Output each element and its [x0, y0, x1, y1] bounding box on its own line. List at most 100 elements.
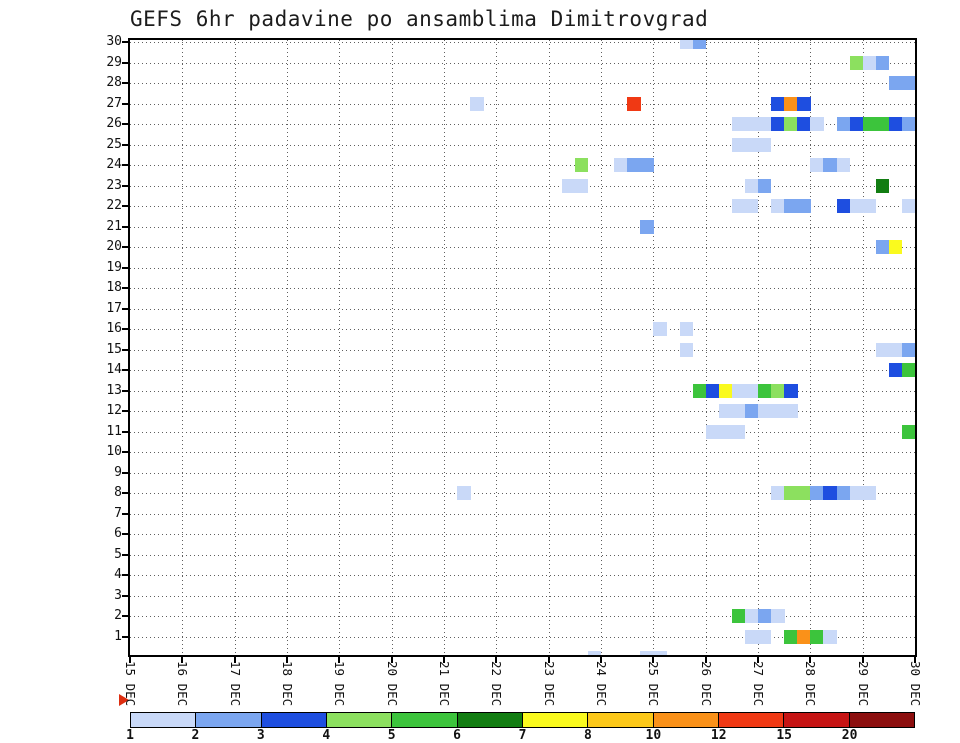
precip-cell: [771, 486, 785, 501]
precip-cell: [744, 137, 759, 152]
precip-cell: [718, 424, 733, 439]
horizontal-gridline: [130, 411, 915, 413]
x-tick: [861, 657, 864, 663]
horizontal-gridline: [130, 595, 915, 597]
precip-cell: [784, 117, 798, 132]
precip-cell: [875, 178, 890, 193]
colorbar-segment: [848, 713, 914, 727]
y-tick: [122, 348, 128, 351]
colorbar-tick-label: 10: [645, 728, 662, 743]
precip-cell: [771, 609, 785, 624]
y-tick: [122, 123, 128, 126]
y-tick: [122, 430, 128, 433]
y-tick-label: 28: [106, 75, 122, 91]
colorbar-tick-label: 7: [518, 728, 527, 743]
vertical-gridline: [287, 40, 288, 655]
precip-cell: [457, 486, 471, 501]
precip-cell: [705, 424, 720, 439]
y-tick: [122, 82, 128, 85]
precip-cell: [836, 486, 850, 501]
precip-cell: [849, 199, 864, 214]
x-tick: [495, 657, 498, 663]
precip-cell: [784, 404, 798, 419]
vertical-gridline: [601, 40, 602, 655]
x-tick-label: 24 DEC: [594, 661, 609, 707]
colorbar-segment: [391, 713, 457, 727]
y-tick: [122, 143, 128, 146]
x-tick: [286, 657, 288, 663]
y-tick-label: 13: [106, 382, 122, 398]
x-tick-label: 15 DEC: [123, 661, 138, 707]
precip-cell: [836, 199, 850, 214]
x-tick: [914, 657, 916, 663]
horizontal-gridline: [130, 124, 915, 126]
y-tick-label: 26: [106, 116, 122, 132]
horizontal-gridline: [130, 83, 915, 85]
colorbar-tick-label: 12: [710, 728, 727, 743]
y-tick-label: 18: [106, 280, 122, 296]
precip-cell: [731, 383, 746, 398]
vertical-gridline: [496, 40, 498, 655]
y-tick-label: 15: [106, 341, 122, 357]
y-tick: [122, 471, 128, 474]
precip-cell: [862, 486, 877, 501]
x-tick-label: 23 DEC: [541, 661, 557, 707]
precip-cell: [470, 96, 484, 111]
precip-cell: [758, 404, 772, 419]
y-tick-label: 22: [106, 198, 122, 214]
plot-area: [128, 38, 917, 657]
y-tick: [122, 184, 128, 187]
precip-cell: [587, 650, 602, 655]
horizontal-gridline: [130, 267, 915, 269]
precip-cell: [849, 55, 864, 70]
precip-cell: [679, 342, 693, 357]
horizontal-gridline: [130, 534, 915, 536]
precip-cell: [718, 383, 733, 398]
precip-cell: [797, 117, 811, 132]
x-tick-label: 30 DEC: [908, 661, 923, 707]
precip-cell: [718, 404, 733, 419]
precip-cell: [901, 199, 915, 214]
precip-cell: [758, 630, 772, 644]
x-tick-label: 19 DEC: [332, 661, 348, 707]
horizontal-gridline: [130, 308, 915, 310]
y-tick: [122, 553, 128, 556]
horizontal-gridline: [130, 349, 915, 351]
colorbar-tick-label: 3: [256, 728, 265, 743]
y-tick: [122, 636, 128, 638]
y-tick-label: 7: [114, 505, 122, 521]
precip-cell: [771, 117, 785, 132]
precip-cell: [758, 178, 772, 193]
vertical-gridline: [705, 40, 707, 655]
precip-cell: [823, 630, 837, 644]
precip-cell: [561, 178, 576, 193]
y-tick: [122, 369, 128, 372]
precip-cell: [640, 650, 654, 655]
vertical-gridline: [182, 40, 184, 655]
precip-cell: [797, 630, 811, 644]
y-tick-label: 1: [114, 629, 122, 644]
y-tick: [122, 164, 128, 167]
vertical-gridline: [653, 40, 655, 655]
precip-cell: [810, 158, 824, 173]
colorbar-segment: [131, 713, 196, 727]
x-tick-label: 27 DEC: [751, 661, 766, 707]
x-tick-label: 17 DEC: [227, 661, 243, 707]
colorbar-segment: [652, 713, 718, 727]
colorbar-tick-label: 1: [126, 728, 134, 743]
colorbar-tick-label: 5: [387, 728, 396, 743]
precip-cell: [901, 363, 915, 378]
x-tick: [809, 657, 812, 663]
y-tick: [122, 102, 128, 105]
vertical-gridline: [339, 40, 341, 655]
y-tick: [122, 307, 128, 310]
precip-cell: [692, 383, 707, 398]
x-tick: [338, 657, 341, 663]
y-tick-label: 8: [114, 485, 122, 501]
y-tick: [122, 41, 128, 43]
precip-cell: [771, 383, 785, 398]
horizontal-gridline: [130, 185, 915, 187]
precip-cell: [731, 404, 746, 419]
horizontal-gridline: [130, 247, 915, 249]
vertical-gridline: [391, 40, 393, 655]
